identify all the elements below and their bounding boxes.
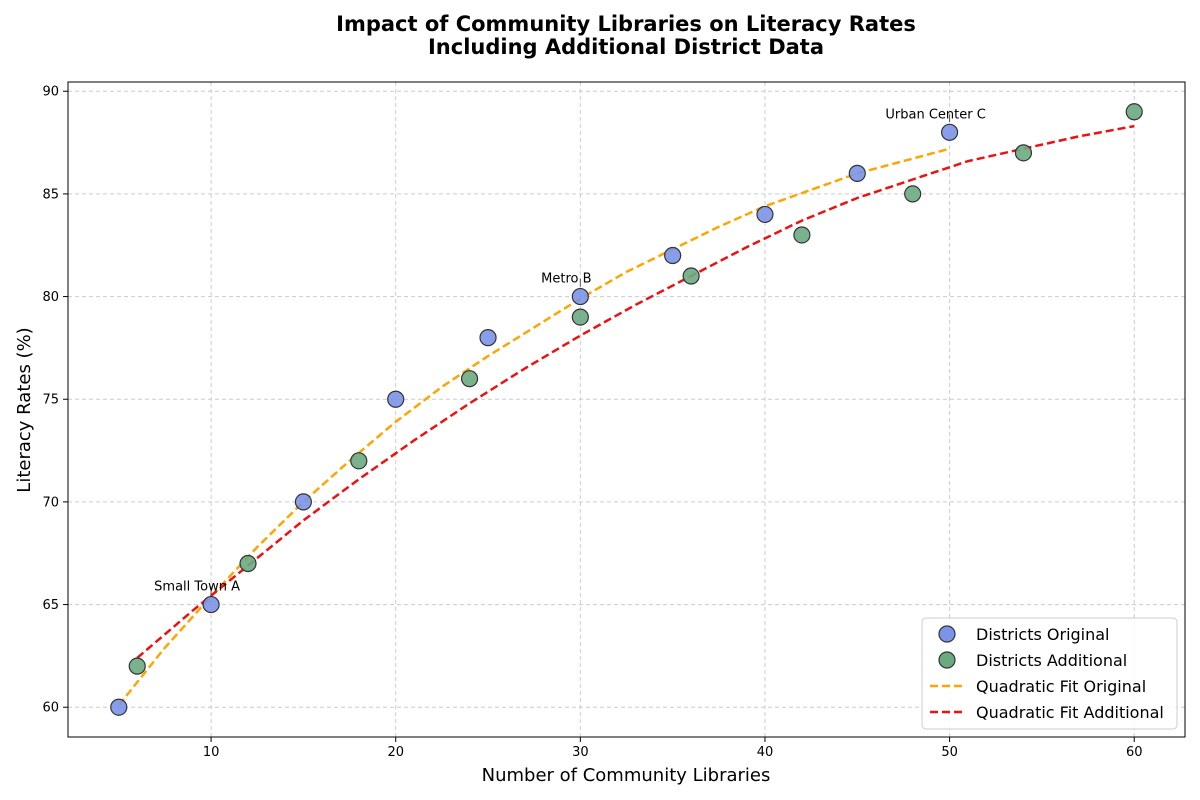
x-axis-ticks: 10 20 30 40 50 60 — [203, 737, 1143, 760]
y-tick-label: 60 — [42, 701, 59, 716]
legend-label: Quadratic Fit Original — [976, 677, 1146, 696]
point-original — [664, 246, 682, 265]
x-tick-label: 30 — [572, 745, 589, 760]
x-axis-label: Number of Community Libraries — [482, 765, 771, 786]
point-original — [940, 123, 959, 141]
point-original — [294, 493, 313, 511]
y-tick-label: 90 — [42, 85, 59, 100]
point-additional — [1125, 103, 1143, 121]
annotation-label: Small Town A — [154, 580, 240, 595]
data-points — [110, 103, 1143, 716]
fit-line-original — [117, 147, 950, 706]
point-original — [848, 164, 866, 182]
point-original — [110, 698, 128, 716]
y-tick-label: 65 — [42, 598, 59, 613]
point-additional — [904, 185, 922, 203]
point-additional — [239, 554, 257, 573]
x-tick-label: 60 — [1126, 745, 1143, 760]
x-tick-label: 50 — [941, 745, 958, 760]
annotation-label: Urban Center C — [885, 107, 985, 122]
point-additional — [460, 370, 479, 388]
y-tick-label: 80 — [42, 290, 59, 305]
plot-frame — [67, 81, 1186, 738]
y-axis-label: Literacy Rates (%) — [14, 327, 35, 492]
fit-line-additional — [136, 124, 1135, 659]
y-tick-label: 75 — [42, 393, 59, 408]
legend-label: Quadratic Fit Additional — [976, 703, 1164, 722]
x-tick-label: 10 — [203, 745, 220, 760]
point-original — [571, 287, 589, 306]
annotation-label: Metro B — [541, 272, 591, 287]
x-tick-label: 40 — [757, 745, 774, 760]
point-additional — [571, 308, 589, 326]
point-original — [387, 390, 405, 408]
y-tick-label: 85 — [42, 187, 59, 202]
legend: Districts Original Districts Additional Qu… — [921, 617, 1178, 730]
legend-box — [921, 617, 1178, 730]
y-tick-label: 70 — [42, 495, 59, 510]
chart-title-line-2: Including Additional District Data — [428, 35, 824, 59]
point-additional — [682, 267, 700, 285]
point-additional — [350, 452, 368, 470]
x-tick-label: 20 — [387, 745, 404, 760]
point-additional — [793, 226, 811, 244]
legend-marker — [938, 625, 956, 643]
legend-label: Districts Additional — [976, 651, 1127, 670]
legend-marker — [938, 651, 956, 669]
annotations: Small Town A Metro B Urban Center C — [154, 107, 986, 595]
legend-label: Districts Original — [976, 625, 1110, 644]
point-original — [202, 595, 220, 614]
point-additional — [128, 657, 146, 675]
point-original — [479, 329, 497, 347]
point-original — [756, 205, 774, 224]
chart-title-line-1: Impact of Community Libraries on Literac… — [336, 12, 916, 36]
point-additional — [1014, 144, 1033, 162]
fit-lines — [117, 124, 1135, 706]
y-axis-ticks: 60 65 70 75 80 85 90 — [42, 85, 68, 716]
